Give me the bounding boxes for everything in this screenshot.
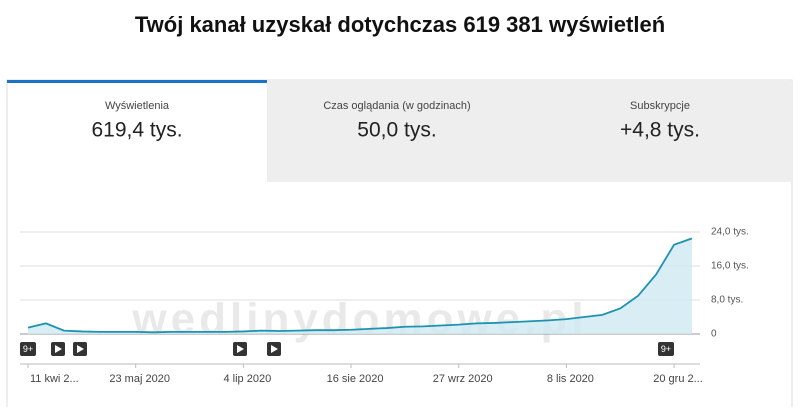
x-tick-label: 11 kwi 2...	[30, 373, 79, 385]
line	[27, 237, 693, 334]
area	[28, 238, 692, 334]
annotation-badge	[20, 342, 36, 356]
tab-value[interactable]: 50,0 tys.	[357, 119, 436, 142]
tab-bg	[267, 81, 792, 182]
page-title: Twój kanał uzyskał dotychczas 619 381 wy…	[135, 12, 665, 37]
annotation-label: 9+	[661, 344, 671, 354]
tab-active-indicator	[7, 80, 267, 83]
tab-value[interactable]: 619,4 tys.	[91, 119, 182, 142]
y-tick-label: 16,0 tys.	[711, 261, 749, 272]
x-tick-label: 16 sie 2020	[327, 373, 384, 385]
play-icon	[55, 345, 62, 353]
play-icon	[271, 345, 278, 353]
x-tick-label: 20 gru 2...	[653, 373, 703, 385]
watermark: wedlinydomowe.pl	[131, 295, 587, 344]
play-icon	[77, 345, 84, 353]
tab-label[interactable]: Czas oglądania (w godzinach)	[323, 100, 470, 112]
x-tick-label: 23 maj 2020	[109, 373, 170, 385]
tab-value[interactable]: +4,8 tys.	[620, 119, 700, 142]
tab-label[interactable]: Wyświetlenia	[105, 100, 170, 112]
y-tick-label: 0	[711, 329, 717, 340]
x-tick-label: 27 wrz 2020	[433, 373, 493, 385]
y-tick-label: 24,0 tys.	[711, 227, 749, 238]
annotation-label: 9+	[23, 344, 33, 354]
x-tick-label: 4 lip 2020	[223, 373, 271, 385]
x-tick-label: 8 lis 2020	[547, 373, 594, 385]
y-tick-label: 8,0 tys.	[711, 295, 743, 306]
tab-label[interactable]: Subskrypcje	[630, 100, 690, 112]
play-icon	[237, 345, 244, 353]
annotation-badge	[658, 342, 674, 356]
